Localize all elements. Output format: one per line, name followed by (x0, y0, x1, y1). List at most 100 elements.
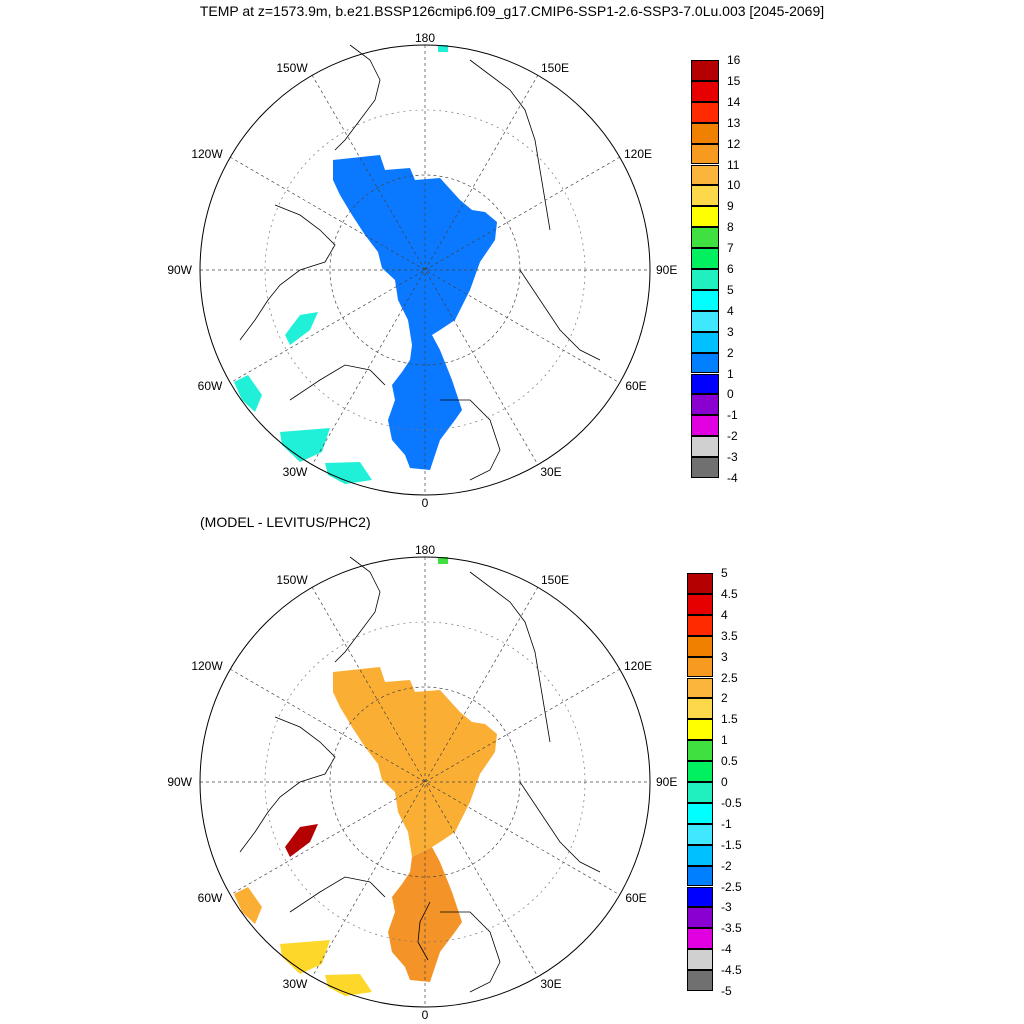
colorbar-swatch (687, 635, 713, 657)
bottom-graticule (200, 557, 650, 1007)
colorbar-tick-label: 15 (727, 73, 741, 88)
top-label-120w: 120W (191, 147, 223, 161)
colorbar-tick-label: 9 (727, 199, 734, 214)
colorbar-swatch (691, 415, 719, 437)
colorbar-tick-label: 16 (727, 53, 741, 67)
colorbar-tick-label: 1 (727, 366, 734, 381)
colorbar-swatch (687, 740, 713, 762)
colorbar-swatch (687, 802, 713, 824)
bottom-label-30e: 30E (540, 977, 561, 991)
bottom-hot-patch (285, 824, 318, 857)
top-map-boundary (199, 44, 651, 496)
colorbar-swatch (687, 782, 713, 803)
colorbar-swatch (691, 373, 719, 395)
top-shelf-patch-4 (325, 462, 372, 484)
colorbar-tick-label: 3 (721, 649, 728, 664)
top-label-60w: 60W (198, 379, 223, 393)
colorbar-swatch (691, 269, 719, 290)
colorbar-tick-label: 3 (727, 324, 734, 339)
colorbar-swatch (687, 928, 713, 950)
top-label-180: 180 (415, 31, 435, 45)
colorbar-tick-label: 0 (721, 775, 728, 789)
colorbar-swatch (687, 677, 713, 699)
colorbar-tick-label: -2 (727, 429, 738, 444)
colorbar-tick-label: 0.5 (721, 754, 738, 769)
colorbar-tick-label: -0.5 (721, 795, 742, 810)
colorbar-swatch (687, 614, 713, 636)
colorbar-swatch (687, 823, 713, 845)
colorbar-tick-label: 4 (727, 303, 734, 318)
colorbar-tick-label: 5 (727, 282, 734, 297)
colorbar-tick-label: 4 (721, 607, 728, 622)
colorbar-tick-label: 2.5 (721, 670, 738, 685)
colorbar-swatch (687, 656, 713, 678)
top-map-panel: 180 0 90W 90E 150W 120W 150E 120E 60W 30… (167, 31, 759, 510)
figure-title: TEMP at z=1573.9m, b.e21.BSSP126cmip6.f0… (199, 3, 825, 19)
colorbar-swatch (691, 436, 719, 458)
colorbar-swatch (687, 949, 713, 971)
bottom-map-panel: 180 0 90W 90E 150W 120W 150E 120E 60W 30… (0, 512, 1024, 1024)
colorbar-tick-label: 4.5 (721, 586, 738, 601)
bottom-polar-map: 180 0 90W 90E 150W 120W 150E 120E 60W 30… (167, 543, 677, 1022)
colorbar-tick-label: -1.5 (721, 837, 742, 852)
top-shelf-patch-1 (285, 312, 318, 345)
top-label-30w: 30W (283, 465, 308, 479)
colorbar-swatch (691, 248, 719, 269)
colorbar-tick-label: -1 (727, 408, 738, 423)
colorbar-swatch (691, 122, 719, 144)
colorbar-swatch (687, 573, 713, 594)
colorbar-tick-label: 7 (727, 241, 734, 256)
colorbar-tick-label: 3.5 (721, 628, 738, 643)
bottom-field-region (234, 557, 497, 996)
top-graticule (200, 45, 650, 495)
colorbar-tick-label: 2 (721, 691, 728, 706)
bottom-label-180: 180 (415, 543, 435, 557)
colorbar-tick-label: 2 (727, 345, 734, 360)
colorbar-swatch (687, 865, 713, 887)
bottom-colorbar: 5 4.5 4 3.5 3 2.5 2 1.5 1 0.5 0 -0.5 -1 -1.5 -2 -2.5 -3 -… (687, 566, 753, 1001)
colorbar-swatch (687, 970, 713, 991)
colorbar-tick-label: -1 (721, 816, 732, 831)
top-label-150w: 150W (276, 61, 308, 75)
colorbar-tick-label: -2.5 (721, 879, 742, 894)
colorbar-swatch (691, 143, 719, 165)
colorbar-swatch (691, 394, 719, 416)
colorbar-swatch (687, 886, 713, 908)
colorbar-swatch (687, 761, 713, 782)
top-coastlines (239, 44, 601, 481)
colorbar-tick-label: 5 (721, 566, 728, 580)
colorbar-tick-label: 13 (727, 115, 741, 130)
bottom-green-patch (438, 557, 448, 564)
bottom-arctic-anomaly-fill (333, 667, 497, 857)
colorbar-swatch (687, 907, 713, 929)
colorbar-tick-label: 10 (727, 178, 741, 193)
colorbar-swatch (687, 593, 713, 615)
bottom-label-90w: 90W (167, 775, 192, 789)
top-label-120e: 120E (624, 147, 652, 161)
colorbar-tick-label: -4 (721, 942, 732, 957)
colorbar-tick-label: -3.5 (721, 921, 742, 936)
top-polar-map: 180 0 90W 90E 150W 120W 150E 120E 60W 30… (167, 31, 677, 510)
colorbar-swatch (691, 101, 719, 123)
top-label-30e: 30E (540, 465, 561, 479)
colorbar-swatch (691, 80, 719, 102)
colorbar-swatch (691, 164, 719, 186)
bottom-shelf-patch-2 (280, 940, 330, 974)
colorbar-swatch (691, 331, 719, 353)
bottom-coastlines (239, 556, 601, 993)
bottom-label-90e: 90E (656, 775, 677, 789)
top-colorbar: 16 15 14 13 12 11 10 9 8 7 6 5 4 3 2 1 0 -1 -2 -3 -4 (691, 53, 759, 488)
colorbar-tick-label: 6 (727, 262, 734, 276)
bottom-shelf-patch-3 (325, 974, 372, 996)
bottom-label-0: 0 (422, 1008, 429, 1022)
colorbar-tick-label: 14 (727, 94, 741, 109)
bottom-map-boundary (199, 556, 651, 1008)
bottom-label-120w: 120W (191, 659, 223, 673)
bottom-atlantic-anomaly-fill (388, 847, 462, 982)
bottom-label-30w: 30W (283, 977, 308, 991)
colorbar-tick-label: -5 (721, 984, 732, 998)
difference-subtitle: (MODEL - LEVITUS/PHC2) (200, 514, 371, 530)
colorbar-tick-label: 12 (727, 136, 741, 151)
colorbar-tick-label: -4 (727, 471, 738, 485)
colorbar-swatch (687, 698, 713, 720)
